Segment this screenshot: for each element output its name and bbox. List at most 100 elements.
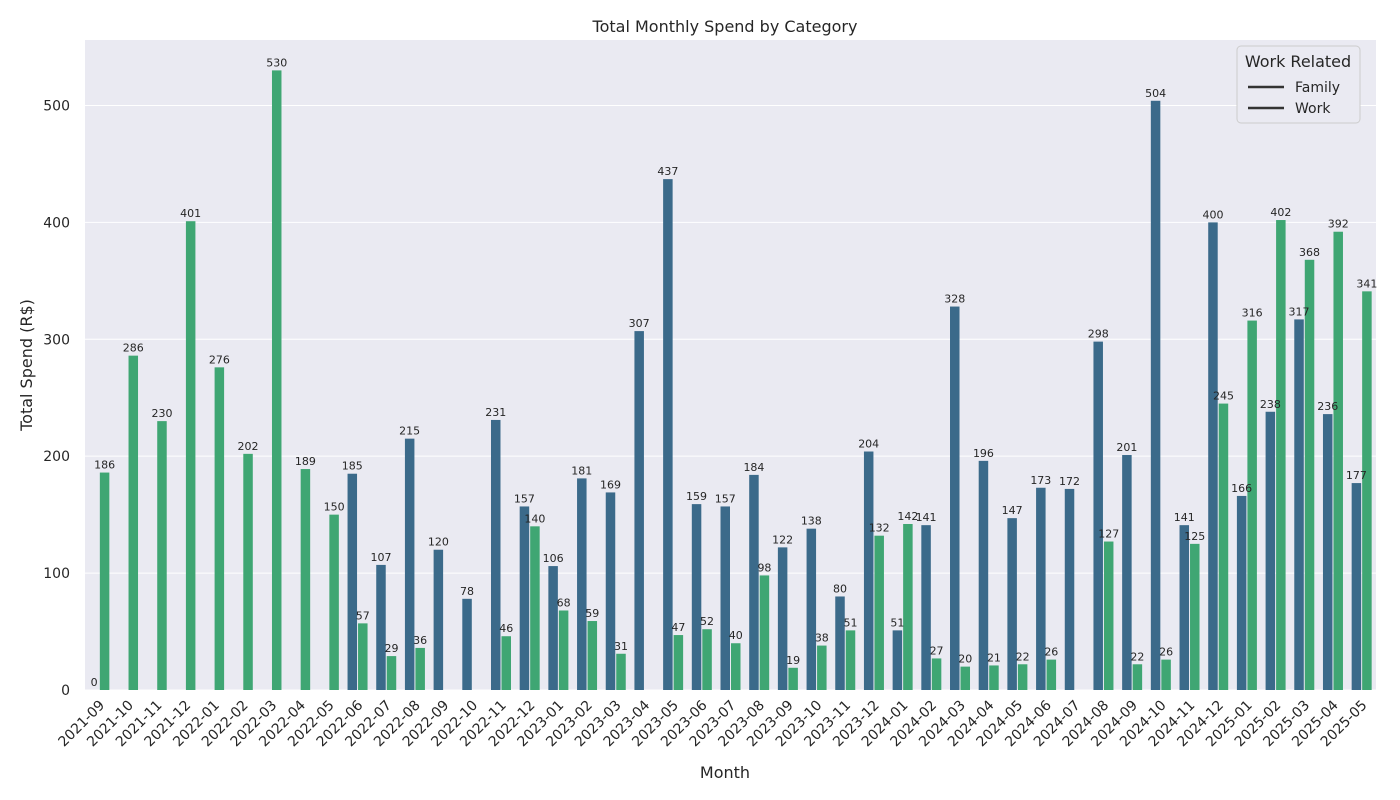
bar bbox=[214, 367, 225, 690]
bar bbox=[530, 526, 540, 690]
bar-value-label: 238 bbox=[1260, 398, 1281, 411]
bar-value-label: 26 bbox=[1159, 646, 1173, 659]
plot-area bbox=[85, 40, 1376, 690]
bar bbox=[1179, 525, 1190, 690]
bar bbox=[989, 665, 999, 690]
bar bbox=[1036, 487, 1046, 690]
bar-value-label: 202 bbox=[238, 440, 259, 453]
bar bbox=[577, 478, 587, 690]
bar bbox=[404, 438, 415, 690]
legend-label-work: Work bbox=[1295, 101, 1331, 117]
bar-value-label: 51 bbox=[844, 616, 858, 629]
bar bbox=[415, 647, 425, 690]
bar bbox=[558, 610, 569, 690]
y-tick-label: 100 bbox=[43, 566, 70, 582]
bar-value-label: 46 bbox=[499, 622, 513, 635]
bar-value-label: 276 bbox=[209, 353, 230, 366]
bar bbox=[1064, 488, 1075, 690]
bar bbox=[587, 621, 598, 690]
bar bbox=[1161, 659, 1171, 690]
bar bbox=[892, 630, 903, 690]
legend-title: Work Related bbox=[1245, 52, 1351, 71]
bar bbox=[616, 653, 626, 690]
bar bbox=[1150, 100, 1161, 690]
bar-value-label: 150 bbox=[324, 501, 345, 514]
bar-value-label: 317 bbox=[1289, 305, 1310, 318]
bar-value-label: 31 bbox=[614, 640, 628, 653]
bar-value-label: 51 bbox=[890, 616, 904, 629]
bar bbox=[128, 355, 139, 690]
bar bbox=[433, 549, 444, 690]
bar bbox=[243, 453, 253, 690]
bar bbox=[347, 473, 358, 690]
bar bbox=[1017, 664, 1028, 690]
bar bbox=[1247, 320, 1257, 690]
bar bbox=[358, 623, 368, 690]
bar-value-label: 80 bbox=[833, 582, 847, 595]
bar-value-label: 189 bbox=[295, 455, 316, 468]
bar bbox=[950, 306, 960, 690]
bar-value-label: 401 bbox=[180, 207, 201, 220]
bar bbox=[1304, 259, 1315, 690]
bar-value-label: 125 bbox=[1184, 530, 1205, 543]
bar bbox=[777, 547, 788, 690]
bar-value-label: 21 bbox=[987, 651, 1001, 664]
bar bbox=[1265, 411, 1276, 690]
bar-value-label: 127 bbox=[1098, 528, 1119, 541]
bar-value-label: 196 bbox=[973, 447, 994, 460]
bar bbox=[501, 636, 511, 690]
bar-value-label: 141 bbox=[1174, 511, 1195, 524]
bar bbox=[1218, 403, 1229, 690]
bar bbox=[691, 504, 702, 690]
bar-value-label: 159 bbox=[686, 490, 707, 503]
bar bbox=[329, 514, 339, 690]
bar bbox=[720, 506, 730, 690]
bar bbox=[749, 474, 759, 690]
y-gridlines bbox=[85, 104, 1376, 691]
bar bbox=[921, 525, 931, 690]
bar bbox=[1103, 541, 1114, 690]
bar-value-label: 169 bbox=[600, 478, 621, 491]
y-tick-label: 400 bbox=[43, 215, 70, 231]
bar-value-label: 22 bbox=[1016, 650, 1030, 663]
y-tick-label: 0 bbox=[61, 683, 70, 699]
bar-value-label: 107 bbox=[370, 551, 391, 564]
bar-value-label: 141 bbox=[916, 511, 937, 524]
bar bbox=[300, 469, 311, 690]
bar-value-label: 236 bbox=[1317, 400, 1338, 413]
bar bbox=[548, 566, 558, 690]
bar-value-label: 27 bbox=[930, 644, 944, 657]
bar bbox=[1132, 664, 1143, 690]
bar bbox=[1236, 495, 1247, 690]
bar-value-label: 106 bbox=[543, 552, 564, 565]
bar bbox=[1046, 659, 1057, 690]
bar-value-label: 29 bbox=[384, 642, 398, 655]
bar-value-label: 185 bbox=[342, 460, 363, 473]
bar bbox=[1007, 518, 1017, 690]
bar-value-label: 57 bbox=[356, 609, 370, 622]
bar bbox=[788, 667, 798, 690]
bar-value-label: 142 bbox=[897, 510, 918, 523]
bar-value-label: 40 bbox=[729, 629, 743, 642]
bar bbox=[185, 221, 196, 691]
bar-value-label: 245 bbox=[1213, 390, 1234, 403]
bar bbox=[490, 419, 501, 690]
bar bbox=[1362, 291, 1372, 690]
bar-value-label: 138 bbox=[801, 515, 822, 528]
bar-value-label: 215 bbox=[399, 425, 420, 438]
bar-value-label: 22 bbox=[1130, 650, 1144, 663]
bar bbox=[1190, 543, 1200, 690]
bar bbox=[978, 460, 989, 690]
bar bbox=[157, 421, 167, 690]
bar-value-labels: 0 186 286 230 401 276 202 530 189 150 185 57 107 29 21… bbox=[91, 56, 1378, 689]
y-tick-label: 200 bbox=[43, 449, 70, 465]
bar bbox=[845, 630, 856, 690]
bar-value-label: 98 bbox=[757, 561, 771, 574]
bar bbox=[99, 472, 110, 690]
bar bbox=[931, 658, 942, 690]
bar-value-label: 36 bbox=[413, 634, 427, 647]
bar-value-label: 68 bbox=[557, 597, 571, 610]
bar-value-label: 201 bbox=[1116, 441, 1137, 454]
bar bbox=[1294, 319, 1304, 690]
x-axis-title: Month bbox=[700, 763, 750, 782]
